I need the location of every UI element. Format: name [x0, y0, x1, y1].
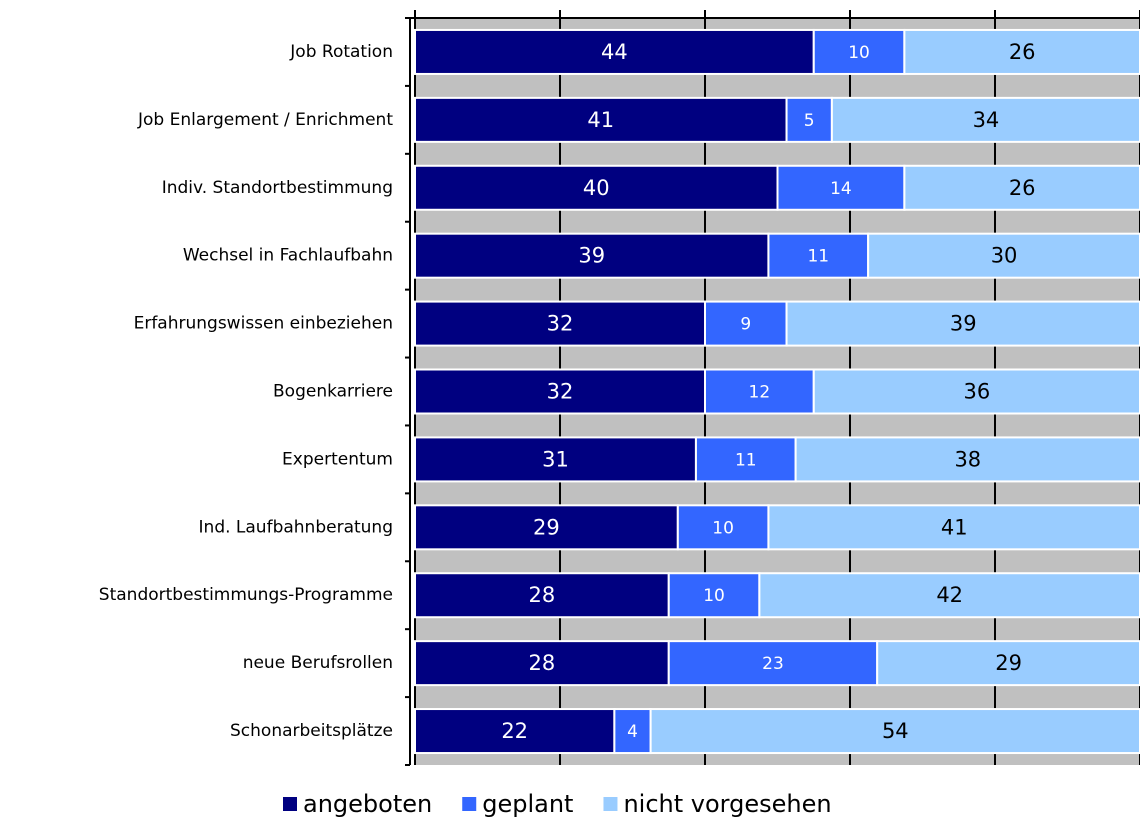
- bar-segment: [903, 164, 1140, 211]
- category-label: Ind. Laufbahnberatung: [199, 517, 393, 537]
- value-label: 29: [533, 515, 560, 539]
- value-label: 41: [587, 108, 614, 132]
- value-label: 31: [542, 447, 569, 471]
- value-label: 28: [529, 651, 556, 675]
- value-label: 22: [501, 719, 528, 743]
- bar-segment: [704, 300, 788, 347]
- value-label: 32: [547, 312, 574, 336]
- value-label: 39: [578, 244, 605, 268]
- category-label: Job Rotation: [289, 42, 393, 62]
- value-label: 29: [995, 651, 1022, 675]
- legend-label: nicht vorgesehen: [623, 790, 831, 818]
- value-label: 54: [882, 719, 909, 743]
- bar-segment: [767, 232, 870, 279]
- category-label: Job Enlargement / Enrichment: [137, 110, 393, 130]
- value-label: 41: [941, 515, 968, 539]
- bar-segment: [812, 28, 906, 75]
- value-label: 11: [807, 247, 829, 267]
- bar-segment: [785, 300, 1140, 347]
- value-label: 5: [804, 111, 815, 131]
- category-label: Bogenkarriere: [273, 382, 393, 402]
- category-label: Expertentum: [282, 449, 393, 469]
- value-label: 42: [936, 583, 963, 607]
- bar-segment: [649, 708, 1140, 755]
- value-label: 26: [1009, 176, 1036, 200]
- bar-segment: [667, 640, 879, 687]
- legend-label: angeboten: [303, 790, 432, 818]
- category-label: Schonarbeitsplätze: [230, 721, 393, 741]
- bar-segment: [414, 28, 815, 75]
- bar-segment: [414, 96, 788, 143]
- bar-segment: [414, 232, 770, 279]
- bar-segment: [785, 96, 833, 143]
- value-label: 40: [583, 176, 610, 200]
- value-label: 36: [964, 380, 991, 404]
- bar-segment: [694, 436, 797, 483]
- legend-swatch: [603, 797, 618, 811]
- bar-segment: [876, 640, 1140, 687]
- value-label: 34: [973, 108, 1000, 132]
- legend-label: geplant: [482, 790, 573, 818]
- bar-segment: [414, 436, 697, 483]
- category-label: neue Berufsrollen: [243, 653, 393, 673]
- bar-segment: [414, 708, 616, 755]
- bar-segment: [776, 164, 906, 211]
- category-label: Wechsel in Fachlaufbahn: [183, 246, 393, 266]
- bar-segment: [704, 368, 815, 415]
- category-label: Indiv. Standortbestimmung: [162, 178, 393, 198]
- legend-swatch: [283, 797, 297, 811]
- bar-segment: [414, 504, 679, 551]
- bar-segment: [830, 96, 1140, 143]
- value-label: 10: [848, 43, 870, 63]
- bar-segment: [414, 164, 779, 211]
- value-label: 10: [703, 586, 725, 606]
- value-label: 32: [547, 380, 574, 404]
- value-label: 44: [601, 40, 628, 64]
- value-label: 28: [529, 583, 556, 607]
- bar-segment: [903, 28, 1140, 75]
- value-label: 4: [627, 722, 638, 742]
- bar-segment: [758, 572, 1140, 619]
- bar-segment: [767, 504, 1140, 551]
- bar-segment: [794, 436, 1140, 483]
- value-label: 30: [991, 244, 1018, 268]
- value-label: 39: [950, 312, 977, 336]
- value-label: 11: [735, 450, 757, 470]
- category-label: Erfahrungswissen einbeziehen: [134, 314, 393, 334]
- category-label: Standortbestimmungs-Programme: [99, 585, 393, 605]
- bar-segment: [867, 232, 1140, 279]
- value-label: 38: [954, 447, 981, 471]
- bar-segment: [812, 368, 1140, 415]
- bar-segment: [414, 300, 706, 347]
- bar-segment: [414, 640, 670, 687]
- legend-swatch: [462, 797, 477, 811]
- bar-segment: [667, 572, 761, 619]
- value-label: 26: [1009, 40, 1036, 64]
- value-label: 10: [712, 518, 734, 538]
- value-label: 23: [762, 654, 784, 674]
- value-label: 9: [740, 315, 751, 335]
- value-label: 12: [749, 383, 771, 403]
- value-label: 14: [830, 179, 852, 199]
